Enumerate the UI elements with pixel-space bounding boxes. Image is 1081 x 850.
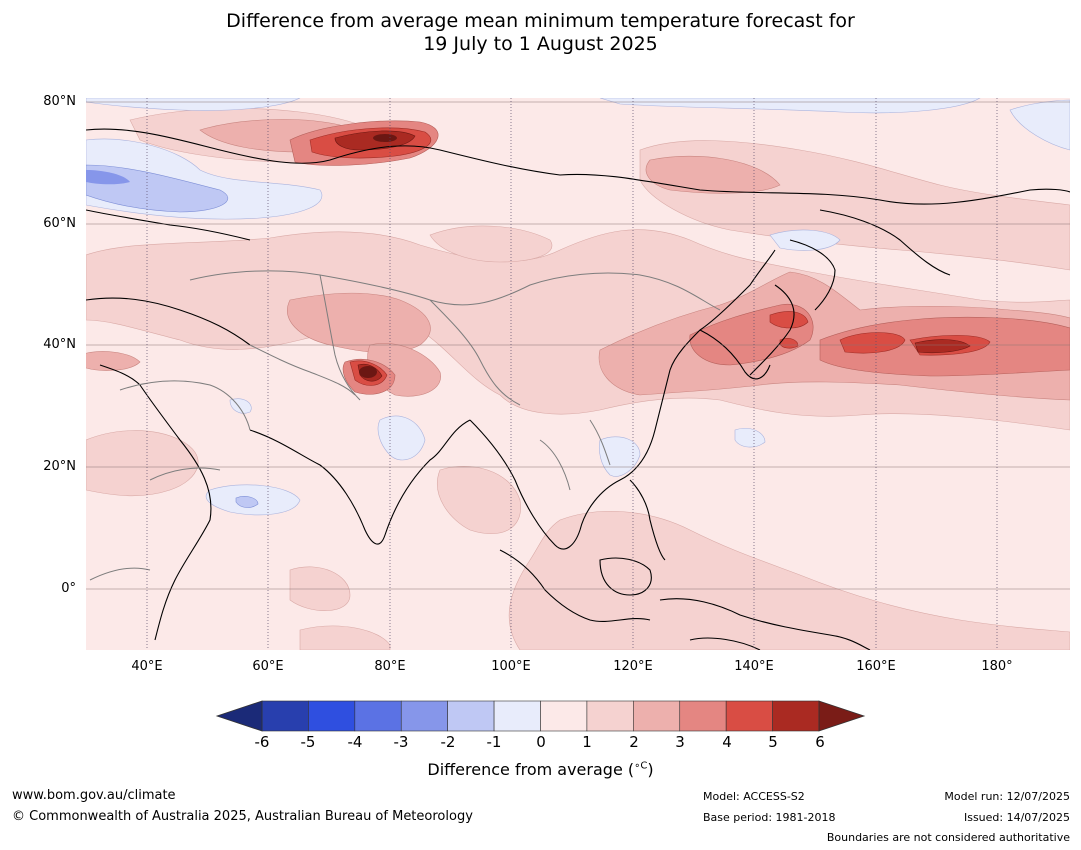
country-borders [89,270,721,581]
colorbar-tick: 1 [582,733,592,751]
colorbar-max-arrow [818,700,866,732]
title-line-1: Difference from average mean minimum tem… [226,10,855,32]
colorbar-tick: 2 [629,733,639,751]
colorbar-cell [400,700,448,732]
model-run-date: Model run: 12/07/2025 [944,790,1070,803]
colorbar-cell [261,700,309,732]
website-link[interactable]: www.bom.gov.au/climate [12,788,176,803]
boundary-disclaimer: Boundaries are not considered authoritat… [826,831,1070,844]
title-line-2: 19 July to 1 August 2025 [423,33,658,55]
lon-label-40e: 40°E [131,659,163,674]
colorbar-cell [679,700,727,732]
gridlines [86,101,1070,590]
colorbar-tick: -2 [440,733,456,751]
coastlines [86,128,1070,650]
colorbar-tick: 0 [536,733,546,751]
base-period: Base period: 1981-2018 [703,811,836,824]
lon-label-140e: 140°E [734,659,774,674]
lat-label-60n: 60°N [43,216,76,231]
colorbar-cell [772,700,820,732]
lon-label-80e: 80°E [374,659,406,674]
colorbar-cell [586,700,634,732]
colorbar-cell [308,700,356,732]
colorbar-tick: 3 [675,733,685,751]
colorbar-cell [633,700,681,732]
colorbar-cell [354,700,402,732]
colorbar-cell [725,700,773,732]
copyright-text: © Commonwealth of Australia 2025, Austra… [12,809,473,824]
colorbar-min-arrow [215,700,263,732]
colorbar [215,700,866,732]
colorbar-label: Difference from average (∘C) [427,760,654,779]
colorbar-tick: 4 [722,733,732,751]
meridians [146,98,998,650]
colorbar-tick: -4 [347,733,363,751]
colorbar-cell [447,700,495,732]
lat-label-40n: 40°N [43,337,76,352]
lon-label-60e: 60°E [252,659,284,674]
issued-date: Issued: 14/07/2025 [963,811,1070,824]
lat-label-0: 0° [61,581,76,596]
colorbar-cell [540,700,588,732]
colorbar-cell [493,700,541,732]
colorbar-tick: 6 [815,733,825,751]
map-title: Difference from average mean minimum tem… [0,10,1081,56]
colorbar-tick: -5 [300,733,316,751]
lon-label-160e: 160°E [856,659,896,674]
lon-label-100e: 100°E [491,659,531,674]
colorbar-tick: 5 [768,733,778,751]
lon-label-120e: 120°E [613,659,653,674]
anomaly-field [86,98,1070,650]
model-name: Model: ACCESS-S2 [703,790,805,803]
colorbar-tick: -6 [254,733,270,751]
lon-label-180: 180° [981,659,1013,674]
lat-label-20n: 20°N [43,459,76,474]
colorbar-tick: -1 [486,733,502,751]
colorbar-tick: -3 [393,733,409,751]
lat-label-80n: 80°N [43,94,76,109]
